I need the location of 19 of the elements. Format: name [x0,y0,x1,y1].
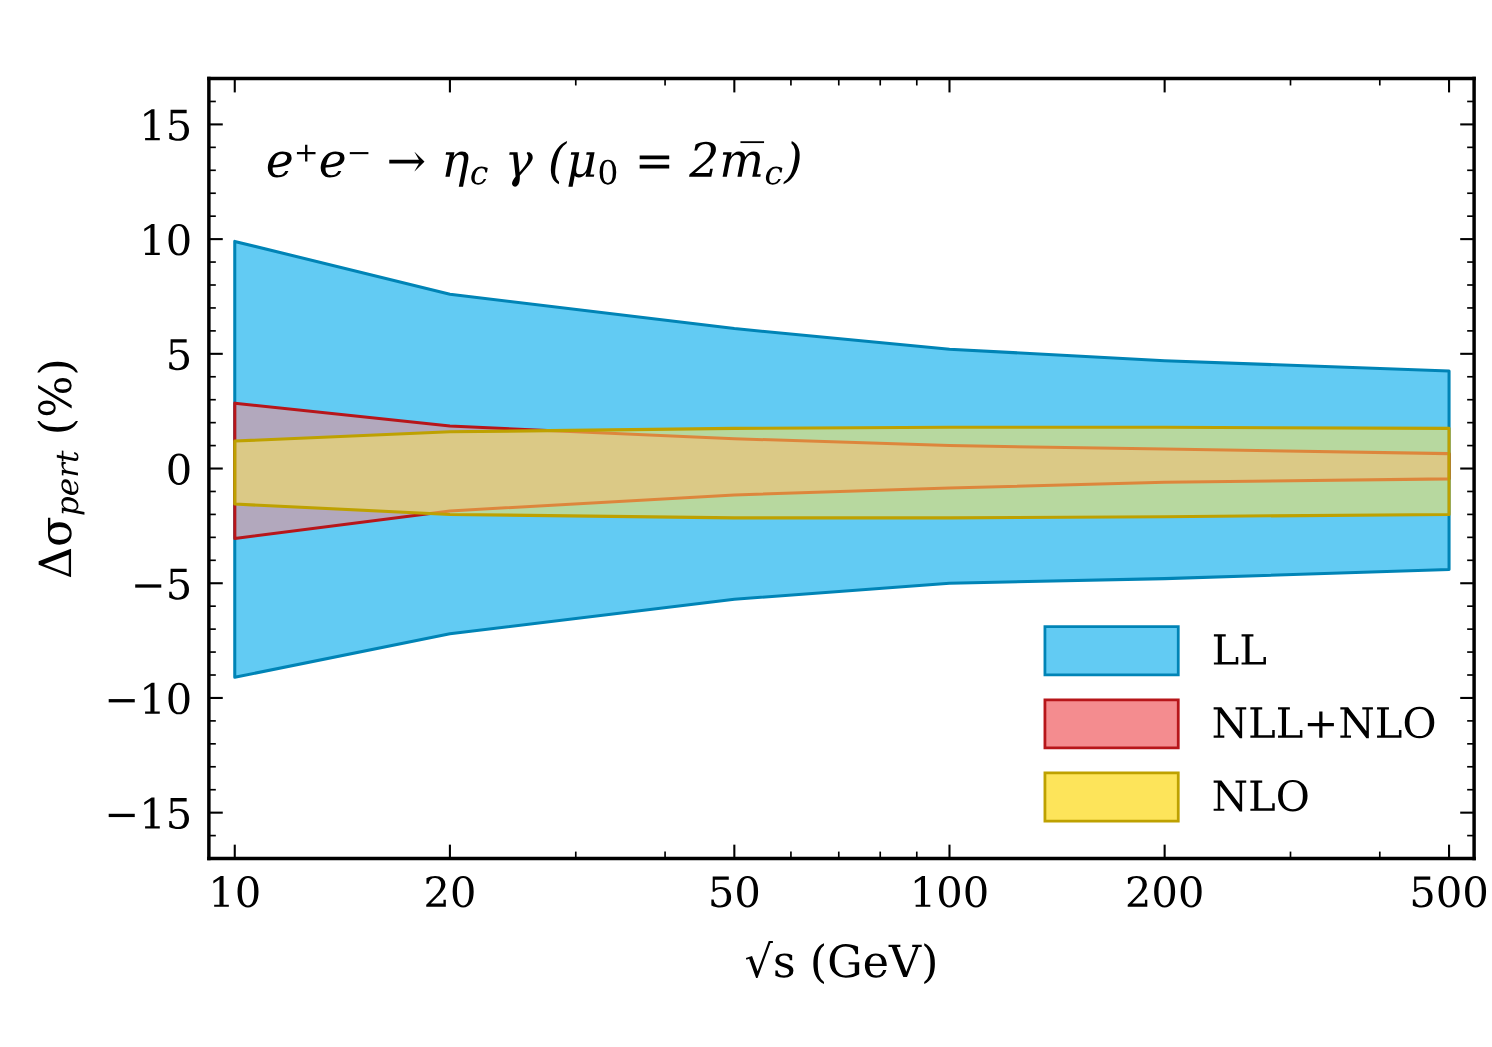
legend-label: NLO [1213,779,1308,812]
x-tick-label: 200 [1127,875,1202,908]
legend-label: LL [1213,634,1266,665]
y-tick-label: 15 [144,109,189,141]
y-tick-label: 5 [169,339,189,371]
x-axis-title: √s (GeV) [745,941,935,984]
y-axis-title: Δσ$_{pert}$ (%) [37,361,85,578]
x-tick-label: 10 [213,875,259,908]
y-tick-label: −15 [108,797,189,830]
y-tick-label: −5 [135,568,189,600]
x-tick-label: 50 [711,875,759,908]
y-tick-label: −10 [108,682,190,715]
legend-label: NLL+NLO [1213,706,1435,739]
x-tick-label: 500 [1412,875,1487,908]
x-tick-label: 100 [914,875,987,908]
y-tick-label: 10 [144,224,190,256]
annotation: e⁺e⁻ → η$_{c}$ γ (μ$_{0}$ = 2m̅$_{c}$) [267,140,800,187]
x-tick-label: 20 [426,875,474,908]
y-tick-label: 0 [168,453,190,485]
